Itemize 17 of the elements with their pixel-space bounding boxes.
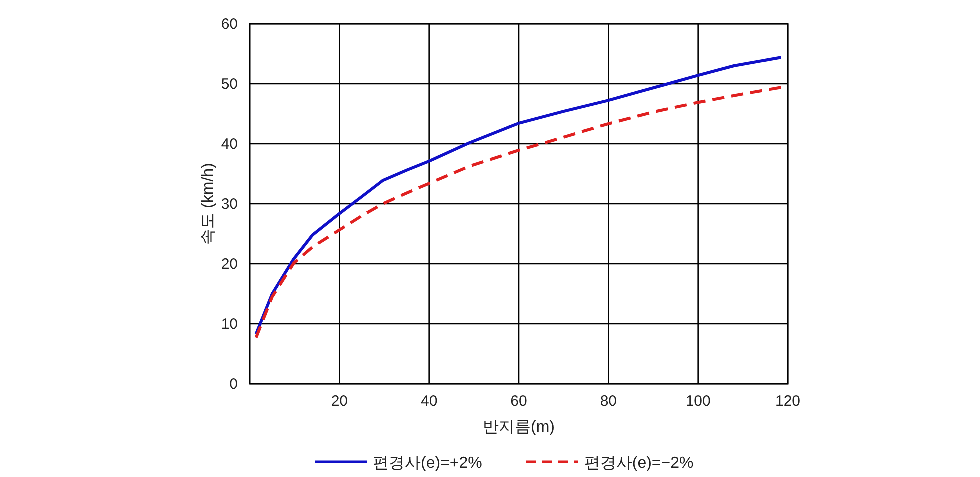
y-tick-label: 30	[221, 196, 238, 213]
y-axis-title: 속도 (km/h)	[200, 163, 217, 245]
x-tick-label: 100	[686, 393, 711, 410]
x-tick-label: 80	[600, 393, 618, 410]
y-tick-label: 20	[221, 256, 238, 273]
y-tick-label: 10	[221, 316, 238, 333]
x-axis-title: 반지름(m)	[483, 419, 555, 436]
legend-label: 편경사(e)=−2%	[584, 455, 694, 472]
x-tick-label: 40	[420, 393, 438, 410]
y-tick-label: 40	[221, 136, 238, 153]
y-tick-label: 0	[230, 376, 238, 393]
y-tick-label: 50	[221, 76, 238, 93]
x-tick-label: 120	[775, 393, 801, 410]
x-tick-label: 60	[510, 393, 528, 410]
y-tick-label: 60	[221, 16, 238, 33]
x-tick-label: 20	[331, 393, 348, 410]
legend-label: 편경사(e)=+2%	[373, 455, 482, 472]
